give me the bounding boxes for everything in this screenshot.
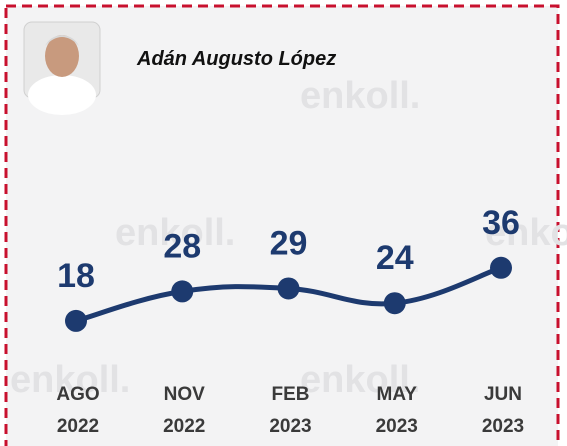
portrait xyxy=(23,21,101,115)
data-label: 28 xyxy=(163,227,201,265)
point xyxy=(383,292,406,315)
watermark: enkoll. xyxy=(115,212,235,254)
data-label: 24 xyxy=(376,239,414,277)
point xyxy=(171,280,194,303)
x-tick-label: AGO 2022 xyxy=(56,384,100,437)
x-tick-label: NOV 2022 xyxy=(163,384,206,437)
x-tick-label: FEB 2023 xyxy=(269,384,312,437)
point xyxy=(277,277,300,300)
point xyxy=(490,256,512,279)
watermark: enkoll. xyxy=(485,212,567,254)
plot: 18 28 29 24 36 xyxy=(57,204,520,332)
data-label: 29 xyxy=(270,224,308,262)
data-label: 36 xyxy=(482,204,520,242)
chart-title: Adán Augusto López xyxy=(137,48,337,70)
point xyxy=(65,309,87,332)
watermark: enkoll. xyxy=(10,359,130,401)
x-tick-label: MAY 2023 xyxy=(375,384,418,437)
data-label: 18 xyxy=(57,257,95,295)
watermark: enkoll. xyxy=(300,75,420,117)
x-tick-label: JUN 2023 xyxy=(481,384,525,437)
watermark: enkoll. xyxy=(300,359,420,401)
